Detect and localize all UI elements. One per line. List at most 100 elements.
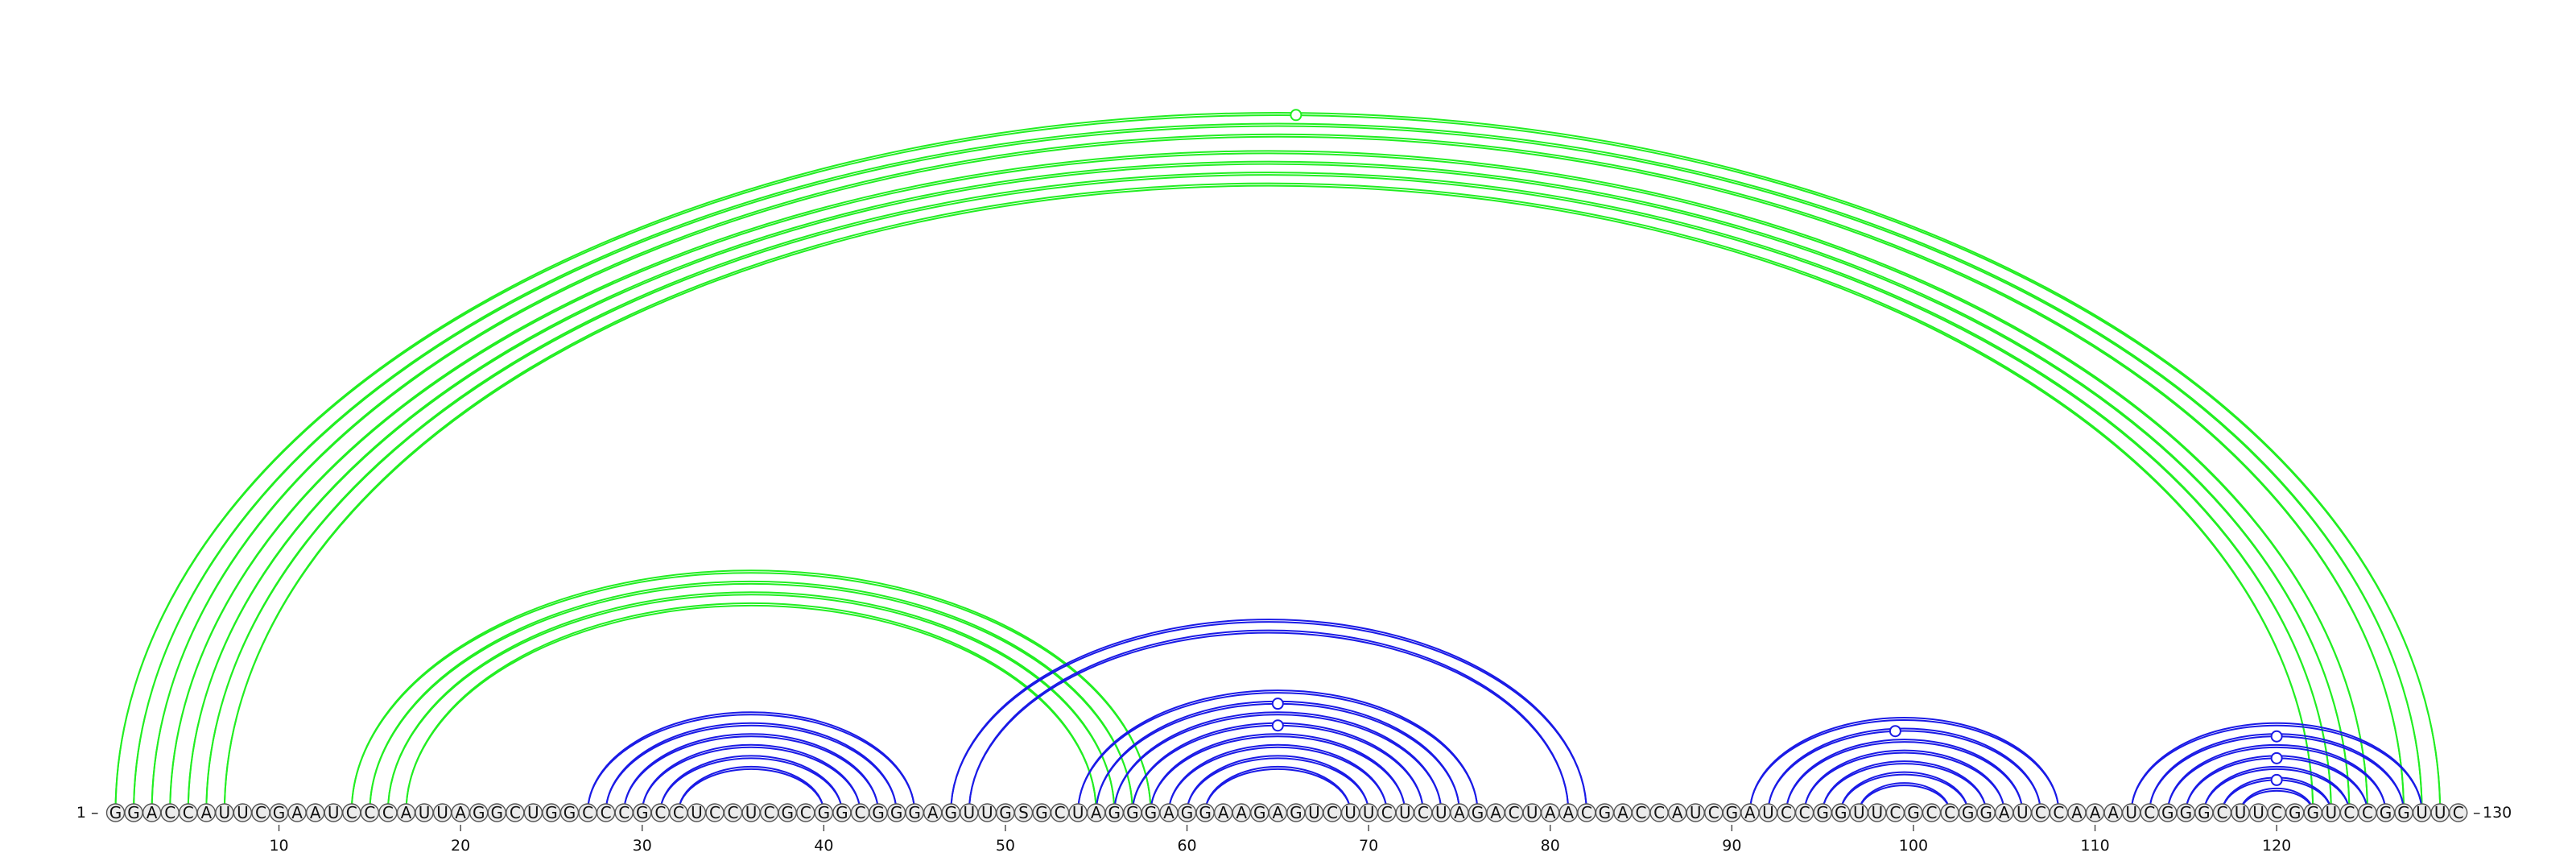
nucleotide-letter: G xyxy=(1472,803,1484,822)
nucleotide-letter: C xyxy=(1926,803,1938,822)
nucleotide-letter: A xyxy=(1218,803,1229,822)
base-pair-arc xyxy=(2130,722,2423,814)
nucleotide: C xyxy=(1414,803,1433,822)
nucleotide-letter: G xyxy=(1979,803,1992,822)
nucleotide-letter: C xyxy=(183,803,194,822)
nucleotide-letter: U xyxy=(2416,803,2428,822)
base-pair-arc xyxy=(1839,773,1969,814)
nucleotide: G xyxy=(2158,803,2178,822)
base-pair-arc xyxy=(369,582,1133,814)
base-pair-arc xyxy=(1785,739,2024,814)
base-pair-arc xyxy=(587,711,916,814)
nucleotide: C xyxy=(578,803,597,822)
base-pair-arc xyxy=(950,619,1587,814)
tick-label: 40 xyxy=(814,837,833,855)
arc-marker xyxy=(2270,730,2283,743)
nucleotide: C xyxy=(614,803,634,822)
nucleotide-letter: G xyxy=(2307,803,2320,822)
nucleotide-letter: A xyxy=(310,803,321,822)
nucleotide: C xyxy=(1649,803,1669,822)
nucleotide-letter: C xyxy=(2362,803,2373,822)
nucleotide: A xyxy=(1995,803,2014,822)
nucleotide-letter: U xyxy=(219,803,231,822)
nucleotide-letter: G xyxy=(1145,803,1158,822)
nucleotide: A xyxy=(2085,803,2105,822)
nucleotide: A xyxy=(1087,803,1106,822)
nucleotide: G xyxy=(1904,803,1923,822)
nucleotide-letter: G xyxy=(2161,803,2174,822)
nucleotide-letter: G xyxy=(999,803,1012,822)
nucleotide: S xyxy=(1013,803,1034,822)
nucleotide: U xyxy=(215,803,234,822)
nucleotide: A xyxy=(1450,803,1469,822)
nucleotide-letter: G xyxy=(2397,803,2410,822)
nucleotide-letter: A xyxy=(1563,803,1574,822)
base-pair-arc xyxy=(623,733,880,814)
nucleotide-letter: A xyxy=(147,803,158,822)
nucleotide-letter: A xyxy=(1744,803,1756,822)
base-pair-arc xyxy=(151,135,2405,814)
nucleotide: C xyxy=(251,803,270,822)
nucleotide: C xyxy=(2031,803,2050,822)
helix-green-3 xyxy=(350,569,1152,814)
nucleotide: U xyxy=(2322,803,2341,822)
base-pair-arc xyxy=(968,631,1570,814)
nucleotide: G xyxy=(1831,803,1851,822)
nucleotide-letter: C xyxy=(1327,803,1338,822)
nucleotide-letter: G xyxy=(1599,803,1612,822)
sequence-start-dash: – xyxy=(91,804,99,822)
nucleotide: U xyxy=(2412,803,2432,822)
nucleotide-letter: A xyxy=(1490,803,1501,822)
arc-marker xyxy=(1271,719,1284,732)
sequence-start-label: 1 xyxy=(76,804,86,822)
nucleotide-letter: G xyxy=(2380,803,2392,822)
base-pair-arc xyxy=(405,604,1097,814)
nucleotide-letter: C xyxy=(800,803,811,822)
nucleotide-letter: G xyxy=(109,803,122,822)
nucleotide: G xyxy=(559,803,580,822)
nucleotide-letter: C xyxy=(1636,803,1647,822)
nucleotide: C xyxy=(179,803,198,822)
nucleotide-letter: C xyxy=(1509,803,1520,822)
arc-marker xyxy=(2270,751,2283,764)
base-pair-arc xyxy=(169,150,2368,814)
nucleotide-letter: C xyxy=(2453,803,2464,822)
nucleotide: U xyxy=(1304,803,1324,822)
nucleotide-letter: C xyxy=(2053,803,2064,822)
nucleotide: U xyxy=(2013,803,2033,822)
nucleotide: G xyxy=(124,803,143,822)
nucleotide: U xyxy=(1758,803,1778,822)
arc-markers-layer xyxy=(1271,109,2283,786)
nucleotide: A xyxy=(196,803,216,822)
nucleotide: C xyxy=(2140,803,2159,822)
base-pair-arc xyxy=(223,184,2314,814)
nucleotide-letter: C xyxy=(654,803,666,822)
nucleotide: G xyxy=(1250,803,1269,822)
base-pair-arc xyxy=(1839,771,1969,814)
base-pair-arc xyxy=(1077,692,1479,814)
nucleotide: G xyxy=(2376,803,2396,822)
base-pair-arc xyxy=(133,122,2423,814)
nucleotide: C xyxy=(2449,803,2468,822)
nucleotide: A xyxy=(1740,803,1760,822)
nucleotide: C xyxy=(2267,803,2286,822)
nucleotide-letter: G xyxy=(273,803,286,822)
nucleotide: U xyxy=(977,803,997,822)
base-pair-arc xyxy=(169,152,2368,814)
nucleotide: A xyxy=(1667,803,1687,822)
nucleotide-letter: C xyxy=(601,803,612,822)
nucleotide-letter: G xyxy=(2289,803,2301,822)
tick-label: 20 xyxy=(451,837,470,855)
nucleotide: G xyxy=(1976,803,1996,822)
nucleotide-letter: A xyxy=(2107,803,2119,822)
base-pair-arc xyxy=(1204,765,1352,814)
nucleotide-letter: A xyxy=(1272,803,1283,822)
nucleotide: A xyxy=(305,803,325,822)
tick-label: 70 xyxy=(1359,837,1378,855)
tick-label: 100 xyxy=(1899,837,1928,855)
nucleotide: A xyxy=(2067,803,2087,822)
nucleotide-letter: C xyxy=(1381,803,1393,822)
base-pair-arc xyxy=(151,133,2405,814)
base-pair-arc xyxy=(587,714,916,814)
nucleotide-letter: G xyxy=(836,803,848,822)
